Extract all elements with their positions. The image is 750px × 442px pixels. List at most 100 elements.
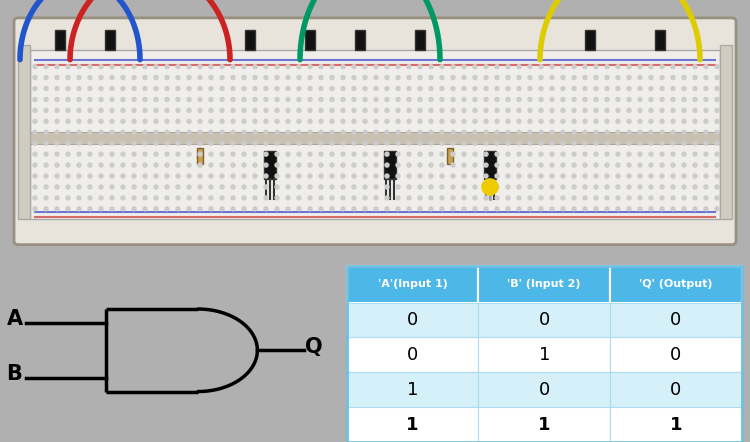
Circle shape	[66, 130, 70, 134]
Circle shape	[88, 97, 92, 101]
Circle shape	[363, 97, 367, 101]
Circle shape	[418, 141, 422, 145]
Circle shape	[165, 65, 169, 69]
Circle shape	[539, 97, 543, 101]
Circle shape	[517, 76, 521, 80]
Circle shape	[484, 163, 488, 167]
Circle shape	[451, 196, 455, 200]
Circle shape	[121, 196, 125, 200]
Circle shape	[572, 76, 576, 80]
Circle shape	[242, 163, 246, 167]
Circle shape	[330, 185, 334, 189]
Circle shape	[605, 87, 609, 91]
Circle shape	[110, 87, 114, 91]
Circle shape	[319, 87, 323, 91]
Circle shape	[528, 87, 532, 91]
Circle shape	[242, 196, 246, 200]
Circle shape	[561, 108, 565, 112]
Circle shape	[473, 119, 477, 123]
Bar	[355, 30, 365, 50]
Circle shape	[451, 65, 455, 69]
Circle shape	[506, 108, 510, 112]
Circle shape	[671, 76, 675, 80]
Bar	[478, 407, 610, 442]
Circle shape	[440, 152, 444, 156]
Circle shape	[528, 141, 532, 145]
Text: 0: 0	[538, 381, 550, 399]
Circle shape	[374, 185, 378, 189]
Circle shape	[297, 196, 301, 200]
Circle shape	[616, 108, 620, 112]
Circle shape	[429, 207, 433, 211]
Circle shape	[440, 163, 444, 167]
Circle shape	[374, 97, 378, 101]
Circle shape	[693, 141, 697, 145]
Circle shape	[363, 152, 367, 156]
Circle shape	[374, 141, 378, 145]
Circle shape	[187, 108, 191, 112]
Circle shape	[275, 185, 279, 189]
Circle shape	[55, 207, 59, 211]
Circle shape	[396, 207, 400, 211]
Circle shape	[275, 87, 279, 91]
Circle shape	[660, 174, 664, 178]
Circle shape	[561, 185, 565, 189]
Circle shape	[286, 152, 290, 156]
Circle shape	[143, 65, 147, 69]
Circle shape	[660, 76, 664, 80]
Circle shape	[616, 119, 620, 123]
Circle shape	[704, 163, 708, 167]
Circle shape	[77, 97, 81, 101]
Circle shape	[132, 65, 136, 69]
Circle shape	[363, 163, 367, 167]
Circle shape	[220, 185, 224, 189]
Circle shape	[429, 97, 433, 101]
Circle shape	[77, 196, 81, 200]
Circle shape	[55, 87, 59, 91]
Circle shape	[99, 87, 103, 91]
Circle shape	[528, 163, 532, 167]
Circle shape	[550, 196, 554, 200]
Circle shape	[176, 174, 180, 178]
Circle shape	[616, 97, 620, 101]
Circle shape	[341, 141, 345, 145]
Circle shape	[528, 196, 532, 200]
Circle shape	[572, 87, 576, 91]
Circle shape	[187, 87, 191, 91]
Circle shape	[33, 163, 37, 167]
Circle shape	[484, 185, 488, 189]
Circle shape	[462, 174, 466, 178]
Circle shape	[66, 185, 70, 189]
Circle shape	[99, 152, 103, 156]
Circle shape	[605, 163, 609, 167]
Circle shape	[704, 65, 708, 69]
Bar	[346, 407, 478, 442]
Circle shape	[374, 130, 378, 134]
Circle shape	[66, 152, 70, 156]
Circle shape	[638, 130, 642, 134]
Circle shape	[341, 87, 345, 91]
Circle shape	[693, 152, 697, 156]
Circle shape	[132, 87, 136, 91]
Circle shape	[440, 141, 444, 145]
Circle shape	[33, 130, 37, 134]
Circle shape	[231, 108, 235, 112]
Circle shape	[374, 76, 378, 80]
Circle shape	[319, 97, 323, 101]
Circle shape	[253, 185, 257, 189]
Circle shape	[429, 108, 433, 112]
Circle shape	[660, 152, 664, 156]
Circle shape	[649, 97, 653, 101]
Circle shape	[451, 108, 455, 112]
Circle shape	[143, 207, 147, 211]
Circle shape	[363, 119, 367, 123]
Circle shape	[671, 108, 675, 112]
Circle shape	[242, 87, 246, 91]
Circle shape	[440, 130, 444, 134]
Circle shape	[209, 65, 213, 69]
Circle shape	[550, 174, 554, 178]
Circle shape	[209, 76, 213, 80]
Circle shape	[330, 97, 334, 101]
Circle shape	[693, 196, 697, 200]
Circle shape	[286, 108, 290, 112]
